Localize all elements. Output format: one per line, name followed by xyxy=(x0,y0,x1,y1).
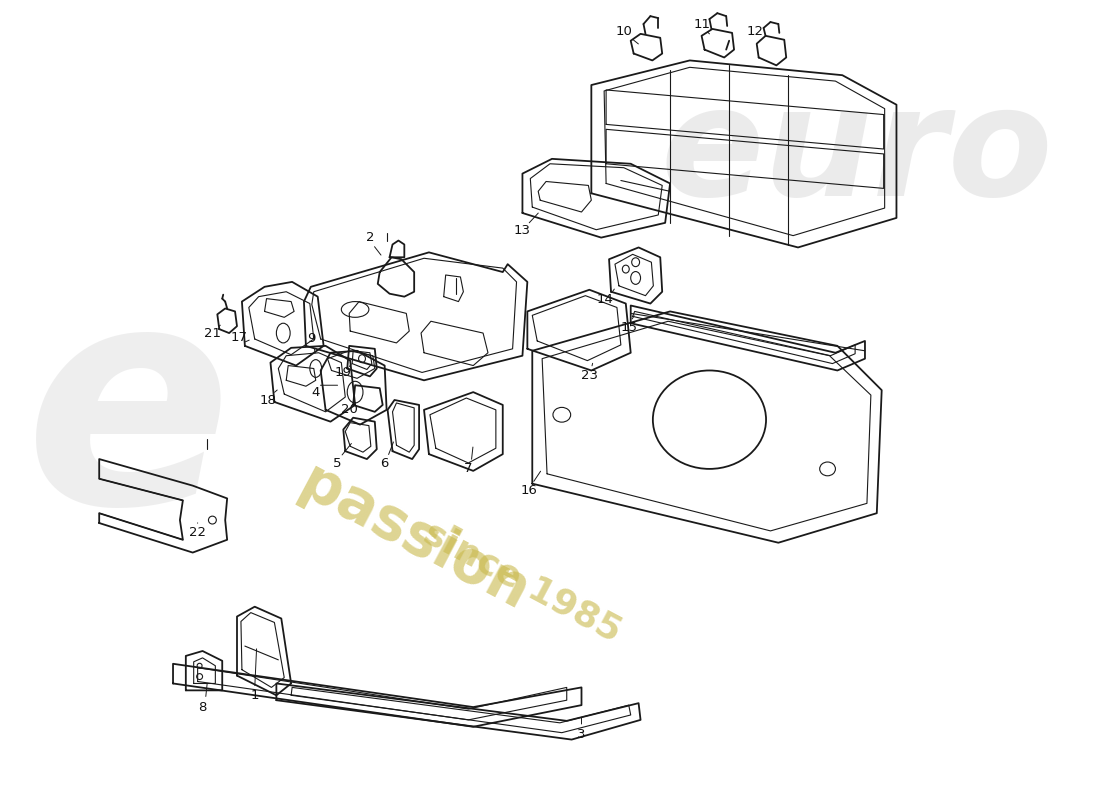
Text: 17: 17 xyxy=(231,330,248,343)
Text: 22: 22 xyxy=(189,526,206,539)
Text: 7: 7 xyxy=(464,462,473,475)
Text: 16: 16 xyxy=(521,484,538,497)
Text: 19: 19 xyxy=(334,366,352,379)
Text: 4: 4 xyxy=(311,386,320,398)
Text: since 1985: since 1985 xyxy=(418,516,627,649)
Text: 2: 2 xyxy=(365,231,374,244)
Text: 23: 23 xyxy=(581,369,598,382)
Text: 20: 20 xyxy=(341,403,358,416)
Text: passion: passion xyxy=(289,454,539,622)
Text: 1: 1 xyxy=(251,689,258,702)
Text: 12: 12 xyxy=(746,26,763,38)
Text: 21: 21 xyxy=(204,326,221,339)
Text: 9: 9 xyxy=(307,333,315,346)
Text: 11: 11 xyxy=(693,18,711,30)
Text: 3: 3 xyxy=(578,728,585,741)
Text: euro: euro xyxy=(661,79,1054,229)
Text: 18: 18 xyxy=(260,394,277,406)
Text: 6: 6 xyxy=(381,458,388,470)
Text: 15: 15 xyxy=(620,321,637,334)
Text: 13: 13 xyxy=(514,224,531,238)
Text: e: e xyxy=(25,271,232,568)
Text: 10: 10 xyxy=(615,26,632,38)
Text: 5: 5 xyxy=(333,458,342,470)
Text: 14: 14 xyxy=(596,293,614,306)
Text: 8: 8 xyxy=(198,701,207,714)
